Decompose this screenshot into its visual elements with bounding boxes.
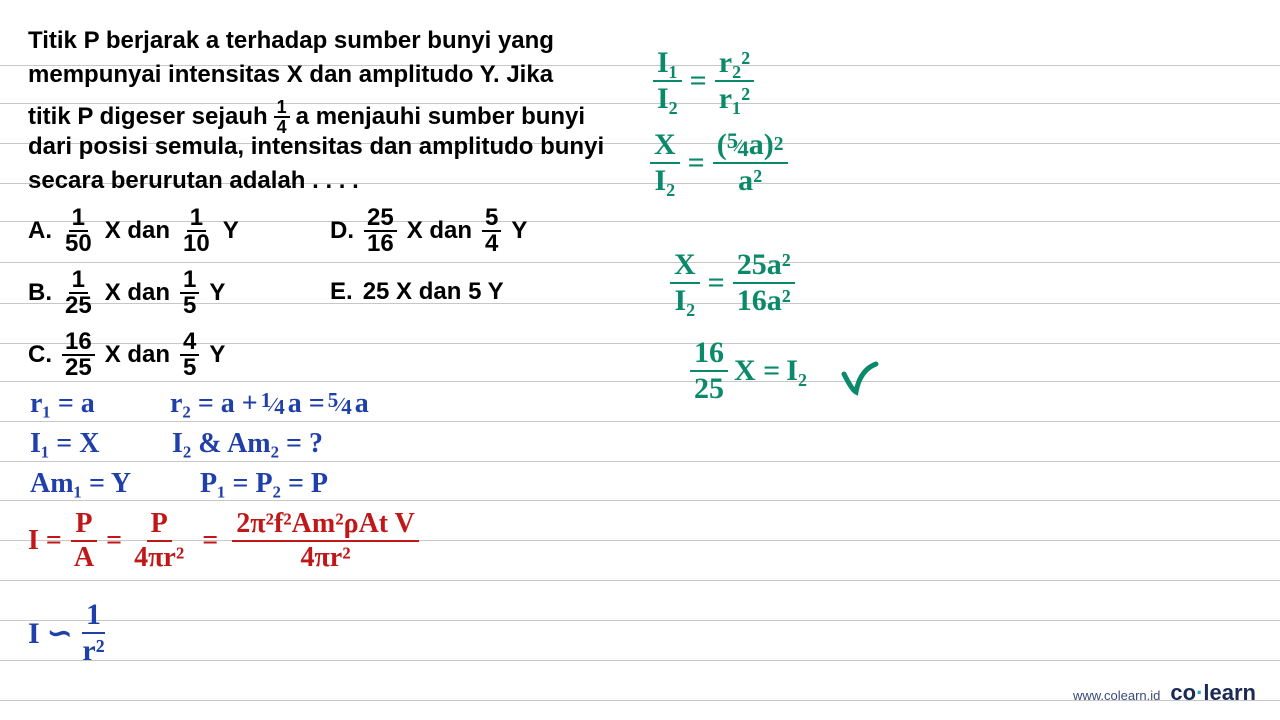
- option-D-label: D.: [330, 217, 354, 245]
- option-B-frac1: 125: [62, 268, 95, 318]
- hw-r2-frac1: 14: [261, 392, 285, 416]
- hw-g3-rhs: 25a²16a²: [733, 250, 795, 316]
- hw-Am1: Am₁ = Y: [30, 468, 131, 500]
- hw-I-prop: I ∽ 1r²: [28, 600, 109, 666]
- hw-Peq: P₁ = P₂ = P: [200, 468, 328, 500]
- option-A-frac2: 110: [180, 206, 213, 256]
- check-mark-icon: [840, 360, 880, 400]
- problem-line5: secara berurutan adalah . . . .: [28, 168, 628, 193]
- option-B-frac2: 15: [180, 268, 199, 318]
- hw-r2: r₂ = a + 14 a = 54 a: [170, 388, 369, 420]
- option-A-frac1: 150: [62, 206, 95, 256]
- hw-r2-frac2: 54: [328, 392, 352, 416]
- hw-red-frac1: PA: [70, 510, 98, 572]
- hw-g1-lhs: I₁I₂: [653, 48, 682, 114]
- option-B-label: B.: [28, 279, 52, 307]
- problem-line3-post: a menjauhi sumber bunyi: [296, 104, 585, 129]
- option-C-frac1: 1625: [62, 330, 95, 380]
- hw-g2-rhs: ( 54 a) 2 a²: [713, 130, 788, 196]
- option-C-label: C.: [28, 341, 52, 369]
- problem-line2: mempunyai intensitas X dan amplitudo Y. …: [28, 62, 628, 87]
- option-A-label: A.: [28, 217, 52, 245]
- hw-I1: I₁ = X: [30, 428, 99, 460]
- option-E-label: E.: [330, 278, 353, 306]
- frac-num: 1: [274, 98, 290, 118]
- option-E: E. 25 X dan 5 Y: [330, 278, 504, 306]
- hw-red-frac3: 2π²f²Am²ρAt V4πr²: [232, 510, 419, 572]
- hw-I2Am2: I₂ & Am₂ = ?: [172, 428, 323, 460]
- option-D-frac2: 54: [482, 206, 501, 256]
- option-D: D. 2516 X dan 54 Y: [330, 206, 527, 256]
- hw-green-eq4: 1625 X = I₂: [690, 338, 807, 404]
- hw-green-eq1: I₁I₂ = r₂²r₁²: [653, 48, 754, 114]
- option-C: C. 1625 X dan 45 Y: [28, 330, 225, 380]
- problem-line1: Titik P berjarak a terhadap sumber bunyi…: [28, 28, 628, 53]
- hw-red-frac2: P4πr²: [130, 510, 188, 572]
- footer-url: www.colearn.id: [1073, 688, 1160, 703]
- problem-line4: dari posisi semula, intensitas dan ampli…: [28, 134, 648, 159]
- hw-g2-lhs: XI₂: [650, 130, 680, 196]
- hw-g1-rhs: r₂²r₁²: [715, 48, 754, 114]
- footer: www.colearn.id co·learn: [1073, 680, 1256, 706]
- hw-green-eq2: XI₂ = ( 54 a) 2 a²: [650, 130, 788, 196]
- problem-line3: titik P digeser sejauh 1 4 a menjauhi su…: [28, 98, 628, 136]
- option-B: B. 125 X dan 15 Y: [28, 268, 225, 318]
- option-A: A. 150 X dan 110 Y: [28, 206, 239, 256]
- problem-line3-pre: titik P digeser sejauh: [28, 104, 268, 129]
- problem-line3-frac: 1 4: [274, 98, 290, 136]
- hw-I-prop-frac: 1r²: [78, 600, 108, 666]
- footer-brand: co·learn: [1170, 680, 1256, 706]
- option-D-frac1: 2516: [364, 206, 397, 256]
- hw-red-intensity: I = PA = P4πr² = 2π²f²Am²ρAt V4πr²: [28, 510, 419, 572]
- hw-green-eq3: XI₂ = 25a²16a²: [670, 250, 795, 316]
- hw-r1: r₁ = a: [30, 388, 95, 420]
- hw-g4-lhs: 1625: [690, 338, 728, 404]
- option-C-frac2: 45: [180, 330, 199, 380]
- hw-g3-lhs: XI₂: [670, 250, 700, 316]
